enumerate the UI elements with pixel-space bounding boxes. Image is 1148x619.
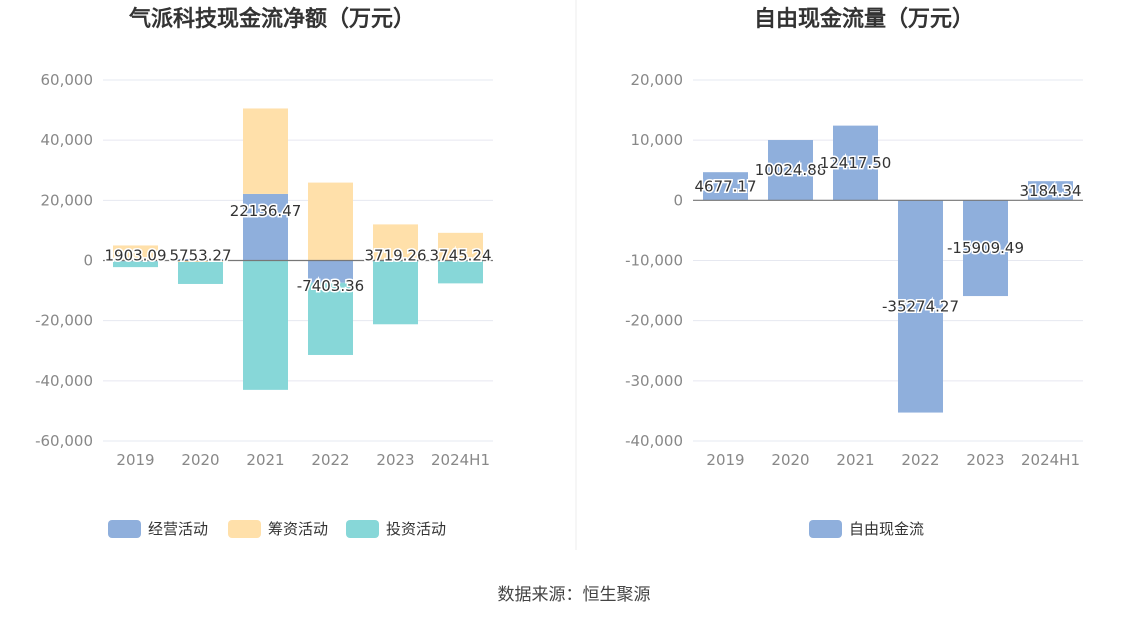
legend-label: 投资活动 [386,520,446,538]
bar-投资活动-2019 [113,261,158,268]
bar-投资活动-2021 [243,260,288,390]
y-tick-label: 40,000 [41,131,94,149]
bar-经营活动-2021 [243,193,288,261]
bar-筹资活动-2024H1 [438,232,483,260]
y-tick-label: 60,000 [41,71,94,89]
y-tick-label: 0 [83,252,93,270]
bar-经营活动-2020 [178,258,223,261]
data-label: 10024.88 [755,161,827,179]
bar-筹资活动-2019 [113,245,158,261]
chart1-legend: 经营活动 筹资活动 投资活动 [108,520,446,538]
y-tick-label: 20,000 [631,71,684,89]
x-tick-label: 2023 [966,451,1004,469]
bar-投资活动-2024H1 [438,260,483,284]
bar-投资活动-2022 [308,282,353,355]
bar-投资活动-2020 [178,262,223,284]
data-label: 22136.47 [230,202,302,220]
data-label: -35274.27 [882,297,959,315]
x-tick-label: 2024H1 [431,451,490,469]
x-tick-label: 2019 [116,451,154,469]
bar-2020 [768,140,813,201]
y-tick-label: -10,000 [625,252,683,270]
legend-swatch [346,520,379,538]
chart2-title: 自由现金流量（万元） [754,6,974,32]
data-label: -7403.36 [297,277,364,295]
y-tick-label: 20,000 [41,191,94,209]
y-tick-label: -20,000 [625,312,683,330]
legend-label: 自由现金流 [849,520,924,538]
bar-2022 [898,200,943,413]
x-tick-label: 2020 [181,451,219,469]
bar-2021 [833,125,878,201]
y-tick-label: 10,000 [631,131,684,149]
y-tick-label: -40,000 [35,372,93,390]
y-tick-label: -30,000 [625,372,683,390]
data-label: 3745.24 [429,247,491,265]
legend-swatch [228,520,261,538]
legend-swatch [108,520,141,538]
data-label: 12417.50 [820,154,892,172]
free-cashflow-chart: 自由现金流量（万元） 20,000 10,000 0 -10,000 -20,000 -3… [625,6,1083,538]
data-label: 3719.26 [364,247,426,265]
y-tick-label: -60,000 [35,432,93,450]
bar-筹资活动-2021 [243,108,288,194]
bar-筹资活动-2022 [308,182,353,261]
legend-label: 筹资活动 [268,520,328,538]
cashflow-net-chart: 气派科技现金流净额（万元） 60,000 40,000 20,000 0 -20,000… [35,6,493,538]
data-label: -15909.49 [947,239,1024,257]
y-tick-label: -20,000 [35,312,93,330]
y-tick-label: -40,000 [625,432,683,450]
chart2-legend: 自由现金流 [809,520,924,538]
data-label: 5753.27 [169,247,231,265]
y-tick-label: 0 [673,191,683,209]
x-tick-label: 2019 [706,451,744,469]
bar-投资活动-2023 [373,260,418,325]
x-tick-label: 2022 [901,451,939,469]
legend-swatch [809,520,842,538]
data-label: 1903.09 [104,247,166,265]
legend-label: 经营活动 [148,520,208,538]
bar-筹资活动-2023 [373,224,418,260]
bar-2024H1 [1028,181,1073,201]
x-tick-label: 2021 [836,451,874,469]
data-label: 3184.34 [1019,182,1081,200]
chart1-title: 气派科技现金流净额（万元） [128,6,415,32]
x-tick-label: 2024H1 [1021,451,1080,469]
data-source-note: 数据来源：恒生聚源 [498,585,651,605]
bar-2023 [963,200,1008,297]
bar-筹资活动-2020 [178,260,223,263]
bar-2019 [703,172,748,201]
x-tick-label: 2023 [376,451,414,469]
x-tick-label: 2020 [771,451,809,469]
bar-经营活动-2022 [308,260,353,283]
x-tick-label: 2021 [246,451,284,469]
data-label: 4677.17 [694,177,756,195]
x-tick-label: 2022 [311,451,349,469]
